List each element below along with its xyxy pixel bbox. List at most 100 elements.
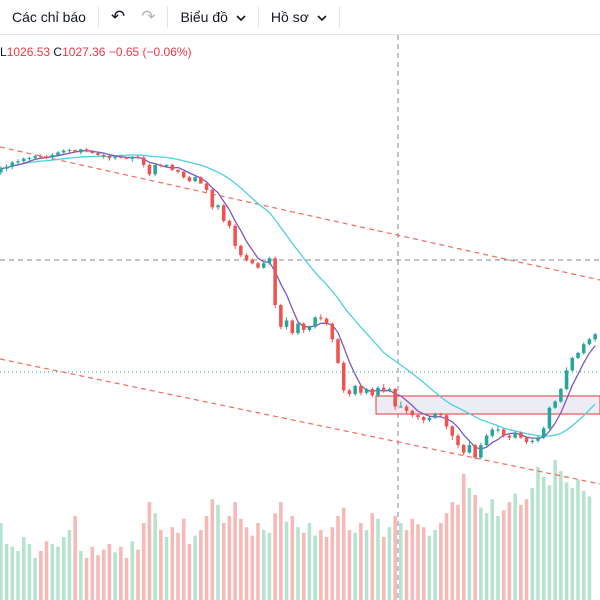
candle-body bbox=[330, 323, 335, 340]
redo-button[interactable]: ↷ bbox=[133, 0, 167, 34]
templates-dropdown[interactable]: Hồ sơ bbox=[259, 0, 339, 34]
candle-body bbox=[359, 385, 363, 393]
candle bbox=[421, 415, 426, 424]
volume-bar bbox=[456, 504, 460, 600]
candle-body bbox=[393, 389, 397, 407]
candle bbox=[576, 351, 580, 360]
volume-bar bbox=[170, 527, 175, 600]
candle-body bbox=[564, 370, 569, 390]
volume-bar bbox=[501, 510, 506, 600]
candle bbox=[570, 356, 575, 372]
candle-body bbox=[39, 156, 43, 158]
volume-bar bbox=[4, 544, 9, 600]
chevron-down-icon bbox=[236, 9, 246, 25]
volume-bar bbox=[221, 523, 226, 600]
candle bbox=[227, 219, 232, 229]
candle-body bbox=[216, 205, 220, 208]
candle-body bbox=[433, 413, 437, 418]
candle-body bbox=[124, 157, 129, 159]
volume-bar bbox=[347, 530, 352, 600]
candle bbox=[216, 204, 220, 210]
candle bbox=[359, 384, 363, 396]
candle-body bbox=[301, 323, 306, 330]
candle-body bbox=[370, 389, 375, 396]
volume-bar bbox=[279, 502, 283, 600]
candle-body bbox=[313, 317, 317, 327]
candle bbox=[210, 188, 215, 210]
candle bbox=[319, 314, 323, 321]
volume-bar bbox=[39, 551, 43, 600]
candle-body bbox=[56, 152, 60, 155]
candle bbox=[119, 155, 123, 159]
channel-upper-line[interactable] bbox=[0, 146, 600, 281]
volume-bar bbox=[141, 523, 146, 600]
candle-body bbox=[193, 177, 197, 182]
candle-body bbox=[267, 258, 272, 264]
candle-body bbox=[250, 259, 255, 264]
candle-body bbox=[467, 445, 472, 453]
volume-bar bbox=[341, 507, 346, 600]
volume-bar bbox=[359, 523, 363, 600]
candle-body bbox=[410, 410, 415, 416]
volume-bar bbox=[107, 544, 112, 600]
volume-bar bbox=[250, 535, 255, 600]
indicators-button[interactable]: Các chỉ báo bbox=[0, 0, 98, 34]
candle-body bbox=[479, 445, 483, 458]
undo-button[interactable]: ↶ bbox=[99, 0, 133, 34]
candle bbox=[113, 156, 117, 160]
candle-body bbox=[404, 406, 409, 411]
volume-bar bbox=[416, 524, 420, 600]
candle bbox=[501, 428, 506, 438]
volume-bar bbox=[113, 552, 117, 600]
candle-body bbox=[541, 428, 546, 438]
candle bbox=[416, 413, 420, 421]
chart-type-dropdown[interactable]: Biểu đồ bbox=[168, 0, 257, 34]
candle-body bbox=[364, 389, 369, 393]
candle bbox=[336, 338, 340, 365]
candle bbox=[410, 409, 415, 418]
support-zone-rectangle[interactable] bbox=[375, 395, 600, 415]
volume-bar bbox=[381, 537, 386, 600]
candle bbox=[50, 153, 55, 160]
candle-body bbox=[256, 263, 260, 268]
candle-body bbox=[204, 183, 209, 190]
templates-label: Hồ sơ bbox=[270, 9, 309, 25]
moving-average-fast-line bbox=[0, 150, 596, 450]
candle bbox=[124, 156, 129, 160]
candle bbox=[73, 149, 77, 153]
volume-bar bbox=[239, 518, 243, 600]
candle bbox=[559, 387, 563, 403]
channel-lower-line[interactable] bbox=[0, 358, 600, 485]
volume-bar bbox=[33, 558, 37, 600]
candle bbox=[301, 322, 306, 334]
candle bbox=[90, 149, 95, 154]
volume-bar bbox=[210, 499, 215, 600]
candle bbox=[461, 443, 466, 456]
volume-bar bbox=[370, 513, 375, 600]
volume-bar bbox=[227, 516, 232, 600]
volume-bar bbox=[136, 549, 140, 600]
volume-bar bbox=[564, 482, 569, 600]
candle bbox=[239, 244, 243, 258]
price-chart[interactable] bbox=[0, 35, 600, 600]
candle-body bbox=[244, 255, 249, 260]
candle-body bbox=[119, 156, 123, 158]
candle-body bbox=[159, 164, 163, 167]
candle-body bbox=[233, 225, 237, 246]
volume-bar bbox=[84, 558, 89, 600]
candle bbox=[513, 431, 517, 439]
volume-bar bbox=[553, 460, 557, 600]
drawings[interactable] bbox=[0, 146, 600, 485]
candle-body bbox=[376, 387, 380, 396]
candle bbox=[387, 387, 392, 393]
candle-body bbox=[439, 413, 443, 416]
volume-bar bbox=[216, 504, 220, 600]
candle-body bbox=[473, 445, 477, 458]
candle-body bbox=[21, 158, 26, 162]
candle-body bbox=[16, 161, 20, 163]
candle bbox=[479, 442, 483, 459]
candle bbox=[147, 163, 152, 177]
volume-bar bbox=[376, 518, 380, 600]
volume-bar bbox=[547, 485, 552, 600]
candle-body bbox=[576, 352, 580, 358]
